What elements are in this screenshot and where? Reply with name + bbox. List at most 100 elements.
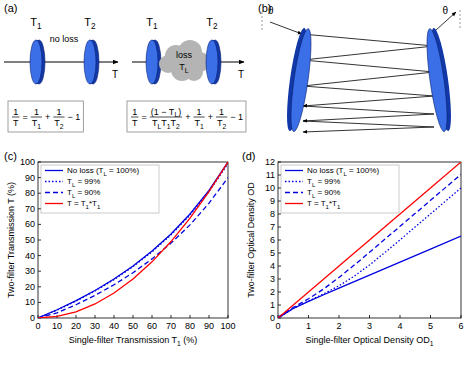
legend-swatch bbox=[45, 192, 63, 193]
x-tick bbox=[461, 315, 462, 318]
legend: No loss (TL = 100%)TL = 99%TL = 90%T = T… bbox=[281, 165, 399, 213]
filter bbox=[146, 40, 158, 84]
formula-text: − 1 bbox=[230, 112, 243, 122]
y-tick bbox=[278, 253, 281, 254]
x-tick-label: 6 bbox=[458, 321, 463, 331]
plot-frame bbox=[278, 162, 461, 318]
medium-label: no loss bbox=[50, 34, 79, 44]
y-tick-label: 40 bbox=[25, 251, 35, 261]
x-tick bbox=[190, 315, 191, 318]
y-tick bbox=[38, 240, 41, 241]
panel-label: (a) bbox=[4, 2, 17, 14]
y-tick-label: 7 bbox=[270, 222, 275, 232]
legend-label: TL = 90% bbox=[67, 188, 100, 199]
legend-label: TL = 90% bbox=[307, 188, 340, 199]
series-line bbox=[278, 236, 461, 318]
plot-frame bbox=[38, 162, 228, 318]
fraction-bar bbox=[131, 117, 139, 118]
y-tick-label: 12 bbox=[265, 157, 275, 167]
legend-swatch bbox=[45, 181, 63, 182]
denominator: T2 bbox=[54, 118, 64, 130]
legend-box bbox=[41, 165, 159, 213]
numerator: 1 bbox=[13, 107, 18, 117]
y-axis-title: Two-filter Optical Density OD bbox=[246, 182, 256, 298]
ray bbox=[270, 22, 302, 34]
formula-text: = bbox=[23, 112, 28, 122]
legend-box bbox=[281, 165, 399, 213]
mirror-face bbox=[287, 28, 315, 133]
x-tick-label: 30 bbox=[90, 321, 100, 331]
formula-text: + bbox=[45, 112, 50, 122]
x-tick bbox=[430, 315, 431, 318]
ray bbox=[303, 60, 434, 72]
formula-text: + bbox=[208, 112, 213, 122]
x-tick-label: 0 bbox=[35, 321, 40, 331]
denominator: T1 bbox=[194, 118, 204, 130]
denominator: T bbox=[13, 118, 19, 128]
formula-box bbox=[127, 101, 246, 132]
legend-swatch bbox=[285, 181, 303, 182]
figure: (a)T1T2no lossT1T=1T1+1T2− 1T1T2lossTLT1… bbox=[0, 0, 466, 368]
x-tick bbox=[95, 315, 96, 318]
fraction-bar bbox=[31, 117, 42, 118]
ray bbox=[303, 121, 434, 127]
denominator: T bbox=[132, 118, 138, 128]
medium-label: loss bbox=[176, 50, 193, 60]
y-tick-label: 30 bbox=[25, 266, 35, 276]
x-tick-label: 70 bbox=[166, 321, 176, 331]
filter-label: T2 bbox=[206, 16, 218, 31]
filter bbox=[84, 40, 96, 84]
y-tick-label: 0 bbox=[30, 313, 35, 323]
ray bbox=[303, 86, 434, 96]
y-tick bbox=[278, 266, 281, 267]
panel-label: (d) bbox=[242, 150, 255, 162]
x-tick bbox=[308, 315, 309, 318]
y-tick-label: 0 bbox=[270, 313, 275, 323]
loss-cloud bbox=[159, 55, 177, 73]
x-tick bbox=[228, 315, 229, 318]
x-tick bbox=[400, 315, 401, 318]
x-tick-label: 50 bbox=[128, 321, 138, 331]
y-tick bbox=[278, 240, 281, 241]
numerator: 1 bbox=[56, 107, 61, 117]
output-label: T bbox=[112, 69, 118, 80]
y-tick-label: 90 bbox=[25, 173, 35, 183]
y-tick-label: 3 bbox=[270, 274, 275, 284]
normal bbox=[262, 12, 263, 32]
y-tick-label: 4 bbox=[270, 261, 275, 271]
series-group bbox=[278, 162, 461, 318]
formula-text: = bbox=[142, 112, 147, 122]
x-tick-label: 80 bbox=[185, 321, 195, 331]
filter bbox=[30, 40, 42, 84]
fraction-bar bbox=[150, 117, 182, 118]
numerator: 1 bbox=[219, 107, 224, 117]
formula-text: − 1 bbox=[68, 112, 81, 122]
output-label: T bbox=[238, 69, 244, 80]
y-tick bbox=[38, 162, 41, 163]
y-tick-label: 5 bbox=[270, 248, 275, 258]
ray bbox=[303, 127, 434, 132]
y-tick bbox=[278, 162, 281, 163]
series-group bbox=[38, 162, 228, 318]
ray bbox=[303, 72, 434, 86]
y-tick-label: 20 bbox=[25, 282, 35, 292]
ray bbox=[303, 46, 434, 60]
beam bbox=[4, 62, 118, 63]
legend-label: TL = 99% bbox=[67, 177, 100, 188]
angle-label: θ bbox=[268, 5, 274, 16]
y-tick bbox=[38, 302, 41, 303]
y-tick-label: 70 bbox=[25, 204, 35, 214]
denominator: T1 bbox=[32, 118, 42, 130]
series-line bbox=[278, 162, 461, 318]
numerator: 1 bbox=[197, 107, 202, 117]
fraction-bar bbox=[53, 117, 64, 118]
y-tick-label: 10 bbox=[265, 183, 275, 193]
formula-box bbox=[8, 101, 83, 132]
x-tick-label: 90 bbox=[204, 321, 214, 331]
legend-swatch bbox=[285, 170, 303, 171]
mirror bbox=[283, 27, 315, 132]
series-line bbox=[38, 164, 228, 318]
numerator: (1 − TL) bbox=[151, 107, 181, 119]
legend-label: T = T1*T1 bbox=[307, 199, 341, 210]
ray bbox=[303, 96, 434, 106]
